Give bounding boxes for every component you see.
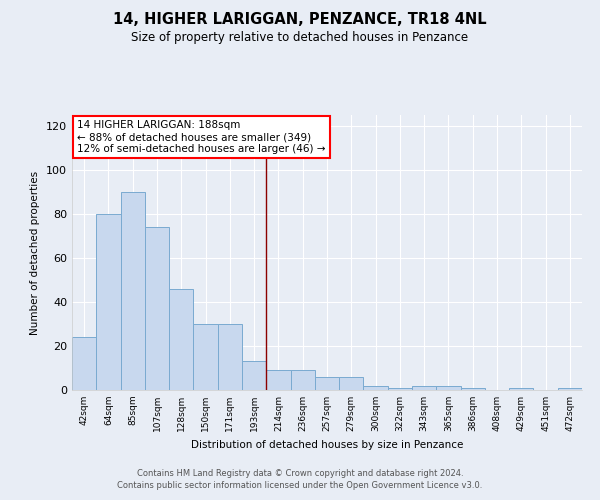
Bar — [364, 386, 388, 390]
Text: 14 HIGHER LARIGGAN: 188sqm
← 88% of detached houses are smaller (349)
12% of sem: 14 HIGHER LARIGGAN: 188sqm ← 88% of deta… — [77, 120, 326, 154]
Bar — [339, 377, 364, 390]
Bar — [290, 370, 315, 390]
Bar — [315, 377, 339, 390]
Bar — [461, 388, 485, 390]
Bar — [436, 386, 461, 390]
Text: Size of property relative to detached houses in Penzance: Size of property relative to detached ho… — [131, 31, 469, 44]
Bar — [558, 388, 582, 390]
Bar — [193, 324, 218, 390]
Bar — [242, 362, 266, 390]
Bar — [412, 386, 436, 390]
X-axis label: Distribution of detached houses by size in Penzance: Distribution of detached houses by size … — [191, 440, 463, 450]
Bar — [145, 227, 169, 390]
Bar — [169, 289, 193, 390]
Bar — [388, 388, 412, 390]
Text: Contains HM Land Registry data © Crown copyright and database right 2024.: Contains HM Land Registry data © Crown c… — [137, 468, 463, 477]
Text: 14, HIGHER LARIGGAN, PENZANCE, TR18 4NL: 14, HIGHER LARIGGAN, PENZANCE, TR18 4NL — [113, 12, 487, 28]
Bar — [96, 214, 121, 390]
Bar — [121, 192, 145, 390]
Bar — [218, 324, 242, 390]
Bar — [266, 370, 290, 390]
Y-axis label: Number of detached properties: Number of detached properties — [31, 170, 40, 334]
Bar — [72, 337, 96, 390]
Bar — [509, 388, 533, 390]
Text: Contains public sector information licensed under the Open Government Licence v3: Contains public sector information licen… — [118, 481, 482, 490]
